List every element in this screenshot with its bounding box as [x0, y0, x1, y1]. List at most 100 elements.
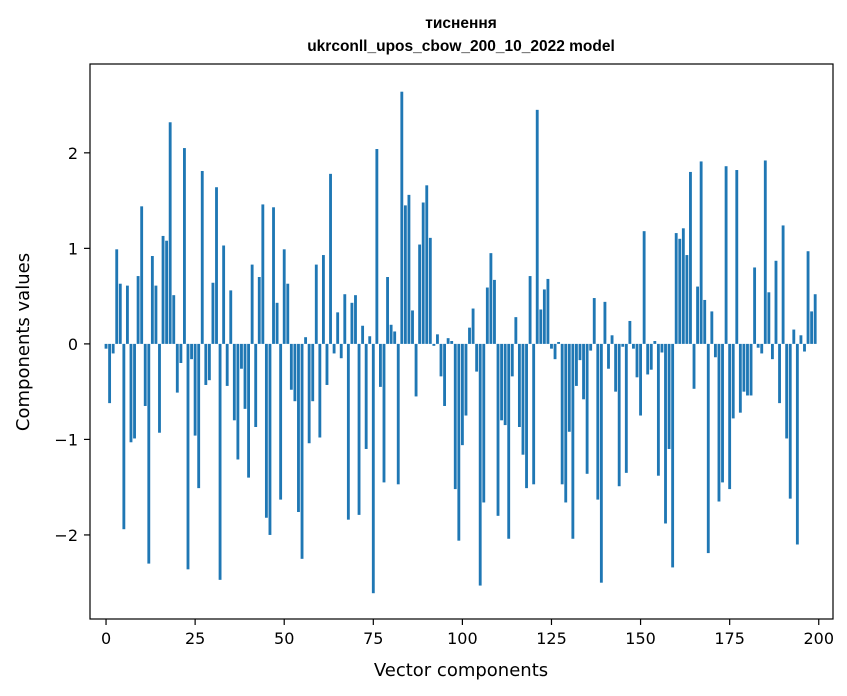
bar — [528, 276, 532, 344]
bar — [418, 244, 422, 344]
bar — [639, 343, 642, 416]
bar — [813, 294, 817, 344]
y-tick-label: 2 — [68, 144, 78, 163]
bar — [272, 207, 275, 344]
bar — [129, 343, 133, 443]
x-tick-label: 100 — [447, 629, 478, 648]
bar — [624, 343, 628, 473]
x-axis-label: Vector components — [374, 660, 548, 681]
bar — [656, 343, 660, 476]
bar — [468, 327, 471, 344]
bar — [628, 320, 632, 344]
bar — [550, 343, 553, 349]
y-tick-label: −1 — [54, 430, 78, 449]
bar — [275, 302, 279, 344]
bar — [489, 253, 493, 344]
bar — [692, 343, 696, 389]
bar — [471, 308, 475, 344]
bar — [311, 343, 315, 402]
bar — [432, 343, 436, 346]
bar — [649, 343, 653, 370]
bar — [560, 343, 564, 485]
bar — [763, 160, 767, 344]
bar — [485, 287, 489, 344]
bar — [607, 343, 610, 369]
bar — [172, 295, 176, 344]
bar — [108, 343, 112, 404]
bar — [760, 343, 764, 354]
y-tick-label: −2 — [54, 526, 78, 545]
bar — [713, 343, 717, 358]
bar — [567, 343, 571, 432]
bar — [799, 335, 803, 344]
bar — [535, 109, 539, 344]
bar — [599, 343, 603, 583]
bar — [332, 343, 336, 354]
bar — [731, 343, 735, 419]
bar — [147, 343, 151, 564]
bar — [357, 343, 361, 515]
bar — [507, 343, 511, 539]
bar — [685, 255, 689, 344]
bar — [795, 343, 799, 545]
bar — [168, 122, 172, 344]
bar — [439, 343, 443, 377]
bar — [247, 343, 250, 478]
bar — [346, 343, 350, 520]
bar — [400, 91, 404, 344]
bar — [336, 312, 340, 344]
bar — [728, 343, 732, 490]
bar — [753, 267, 757, 344]
x-tick-label: 200 — [803, 629, 834, 648]
bar — [118, 283, 122, 344]
bar — [681, 228, 685, 344]
bar — [150, 256, 154, 344]
bar — [738, 343, 742, 413]
bar — [803, 343, 806, 352]
bar — [496, 343, 500, 516]
bar — [592, 298, 596, 344]
bar — [582, 343, 585, 400]
bar — [140, 206, 144, 344]
bar — [190, 343, 193, 360]
bar — [286, 283, 290, 344]
bar — [183, 148, 186, 344]
x-tick-label: 175 — [714, 629, 745, 648]
bar — [133, 343, 136, 439]
bar — [236, 343, 240, 460]
bar — [411, 310, 414, 344]
bar — [614, 343, 618, 392]
bar — [222, 245, 226, 344]
bar — [749, 343, 753, 396]
bar — [414, 343, 418, 397]
bar — [564, 343, 568, 503]
bar — [585, 343, 589, 474]
bar — [389, 324, 393, 344]
plot-frame — [89, 63, 834, 620]
bar — [510, 343, 514, 377]
x-tick-label: 150 — [625, 629, 656, 648]
bar — [603, 301, 607, 344]
bar — [553, 343, 557, 360]
bar — [575, 343, 578, 386]
bar — [115, 249, 119, 344]
bar — [243, 343, 247, 409]
bar — [207, 343, 211, 381]
bar — [532, 343, 536, 485]
bar — [125, 285, 129, 344]
bar — [364, 343, 368, 449]
x-tick-label: 25 — [185, 629, 205, 648]
bar — [186, 343, 190, 570]
bar — [165, 240, 169, 344]
bar — [232, 343, 236, 421]
x-tick-label: 0 — [101, 629, 111, 648]
bar — [596, 343, 600, 500]
bar — [710, 311, 714, 344]
bar — [542, 289, 546, 344]
bar — [436, 334, 439, 344]
bar — [314, 264, 318, 344]
bar — [806, 251, 810, 344]
bar — [428, 237, 432, 344]
bar — [770, 343, 774, 360]
bar — [703, 299, 707, 344]
